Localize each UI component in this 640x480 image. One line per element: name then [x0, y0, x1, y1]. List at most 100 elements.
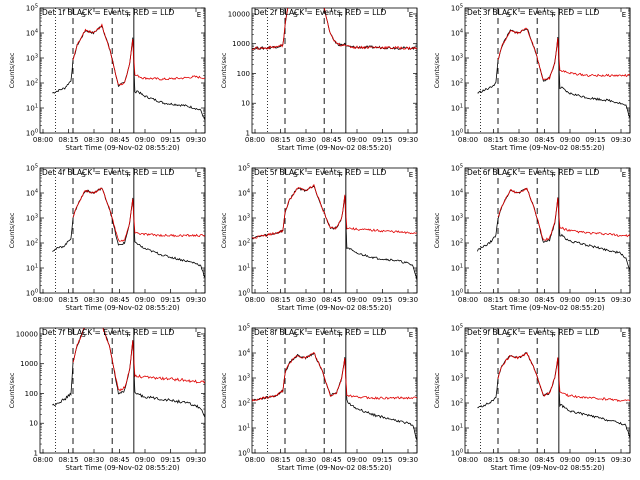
- x-tick-label: 08:15: [270, 296, 290, 304]
- x-tick-label: 09:30: [186, 136, 206, 144]
- lld-series-line: [497, 27, 630, 81]
- x-axis-label: Start Time (09-Nov-02 08:55:20): [277, 464, 391, 472]
- plot-frame: [39, 7, 206, 134]
- y-tick-label: 103: [451, 374, 463, 383]
- x-tick-label: 08:45: [321, 296, 341, 304]
- x-tick-label: 08:00: [245, 136, 265, 144]
- y-tick-label: 105: [26, 164, 38, 173]
- lld-series-line: [497, 351, 630, 402]
- y-tick-label: 104: [26, 29, 38, 38]
- x-tick-label: 08:15: [483, 456, 503, 464]
- y-tick-label: 10: [29, 420, 38, 428]
- y-tick-label: 105: [451, 164, 463, 173]
- y-tick-label: 10000: [228, 10, 250, 18]
- y-axis-label: Counts/sec: [433, 372, 441, 408]
- events-series-line: [52, 25, 205, 121]
- marker-letter: S: [81, 331, 86, 339]
- x-axis-label: Start Time (09-Nov-02 08:55:20): [65, 144, 179, 152]
- x-tick-label: 08:45: [534, 296, 554, 304]
- x-tick-label: 09:00: [560, 296, 580, 304]
- y-axis-label: Counts/sec: [220, 52, 228, 88]
- x-tick-label: 08:30: [509, 456, 529, 464]
- x-tick-label: 08:45: [321, 456, 341, 464]
- panel-det-2: S F E 1 10 100 1000 10000 08:00 08:15 08:30 08:45 09…: [220, 7, 418, 152]
- x-tick-label: 09:30: [398, 136, 418, 144]
- marker-letter: F: [552, 11, 556, 19]
- marker-letter: F: [552, 171, 556, 179]
- lld-series-line: [72, 187, 205, 242]
- marker-letter: S: [506, 331, 511, 339]
- x-tick-label: 08:00: [245, 296, 265, 304]
- y-tick-label: 100: [238, 449, 250, 458]
- marker-letter: F: [339, 331, 343, 339]
- panel-title: Det 3f BLACK = Events, RED = LLD: [467, 8, 600, 17]
- y-tick-label: 104: [238, 349, 250, 358]
- marker-letter: F: [552, 331, 556, 339]
- x-tick-label: 08:45: [534, 456, 554, 464]
- panel-title: Det 4f BLACK = Events, RED = LLD: [42, 168, 175, 177]
- x-tick-label: 09:00: [560, 136, 580, 144]
- y-tick-label: 103: [26, 214, 38, 223]
- x-tick-label: 09:15: [585, 296, 605, 304]
- panel-title: Det 1f BLACK = Events, RED = LLD: [42, 8, 175, 17]
- x-tick-label: 09:00: [135, 136, 155, 144]
- y-tick-label: 101: [26, 104, 38, 113]
- y-tick-label: 1: [246, 130, 250, 138]
- x-tick-label: 08:15: [483, 136, 503, 144]
- marker-letter: S: [293, 11, 298, 19]
- x-axis-label: Start Time (09-Nov-02 08:55:20): [490, 144, 604, 152]
- marker-letter: S: [506, 11, 511, 19]
- x-axis-label: Start Time (09-Nov-02 08:55:20): [65, 464, 179, 472]
- y-tick-label: 105: [451, 4, 463, 13]
- x-tick-label: 08:30: [296, 296, 316, 304]
- marker-letter: F: [339, 171, 343, 179]
- x-tick-label: 08:15: [58, 296, 78, 304]
- y-tick-label: 101: [451, 264, 463, 273]
- plot-frame: [464, 327, 631, 454]
- y-tick-label: 105: [238, 324, 250, 333]
- y-tick-label: 1000: [232, 40, 250, 48]
- x-tick-label: 08:15: [58, 136, 78, 144]
- x-tick-label: 09:30: [186, 456, 206, 464]
- x-tick-label: 09:30: [611, 136, 631, 144]
- lld-series-line: [72, 23, 205, 86]
- x-tick-label: 09:15: [160, 296, 180, 304]
- y-tick-label: 105: [451, 324, 463, 333]
- x-tick-label: 08:15: [58, 456, 78, 464]
- x-tick-label: 08:30: [509, 136, 529, 144]
- y-tick-label: 105: [26, 4, 38, 13]
- x-tick-label: 08:00: [458, 456, 478, 464]
- marker-letter: E: [197, 171, 201, 179]
- y-tick-label: 100: [451, 289, 463, 298]
- y-tick-label: 105: [238, 164, 250, 173]
- y-tick-label: 102: [451, 79, 463, 88]
- x-tick-label: 09:30: [398, 296, 418, 304]
- x-tick-label: 08:30: [509, 296, 529, 304]
- y-tick-label: 103: [451, 54, 463, 63]
- marker-letter: F: [127, 11, 131, 19]
- plot-frame: [39, 327, 206, 454]
- marker-letter: E: [409, 171, 413, 179]
- x-tick-label: 09:15: [585, 136, 605, 144]
- marker-letter: E: [197, 11, 201, 19]
- y-tick-label: 100: [26, 289, 38, 298]
- y-tick-label: 102: [451, 399, 463, 408]
- x-tick-label: 08:00: [458, 136, 478, 144]
- x-tick-label: 08:00: [33, 456, 53, 464]
- events-series-line: [52, 187, 205, 279]
- x-tick-label: 08:45: [109, 296, 129, 304]
- x-tick-label: 08:00: [33, 296, 53, 304]
- panel-title: Det 6f BLACK = Events, RED = LLD: [467, 168, 600, 177]
- events-series-line: [252, 352, 417, 441]
- y-tick-label: 100: [451, 449, 463, 458]
- x-tick-label: 09:30: [398, 456, 418, 464]
- events-series-line: [477, 352, 630, 439]
- panel-det-9: S F E 100 101 102 103 104 105 08:00 08:15 08:30 08:4…: [433, 324, 631, 473]
- y-axis-label: Counts/sec: [220, 372, 228, 408]
- y-tick-label: 102: [238, 239, 250, 248]
- x-tick-label: 08:45: [321, 136, 341, 144]
- plot-frame: [464, 7, 631, 134]
- x-tick-label: 09:15: [372, 456, 392, 464]
- marker-letter: S: [293, 331, 298, 339]
- y-tick-label: 10: [241, 100, 250, 108]
